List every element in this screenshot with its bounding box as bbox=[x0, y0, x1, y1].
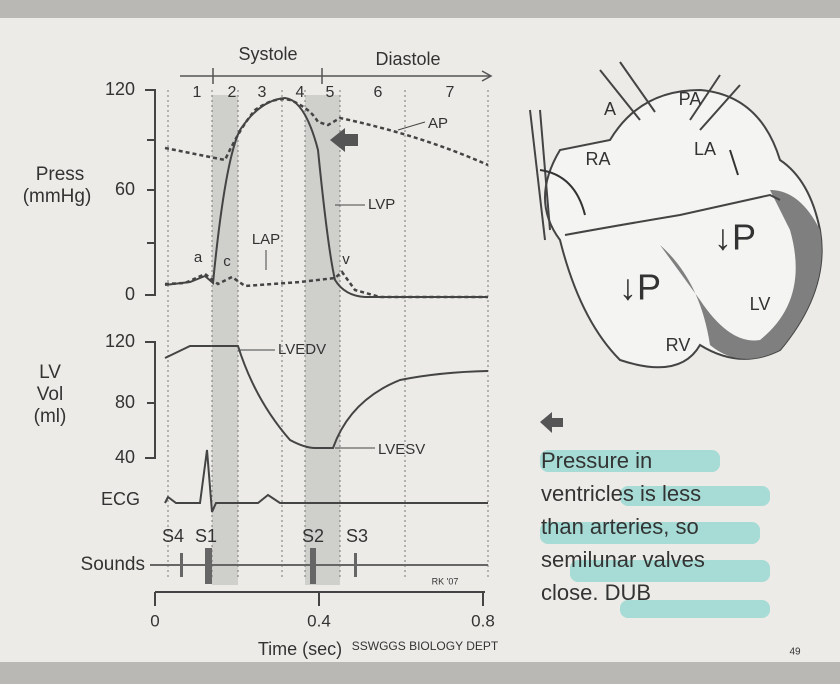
axis-label: LV bbox=[39, 362, 61, 383]
sound-label: S1 bbox=[195, 526, 217, 546]
footer: SSWGGS BIOLOGY DEPT bbox=[352, 639, 499, 653]
band bbox=[212, 95, 238, 585]
phase-lines bbox=[167, 90, 489, 580]
phase-number: 1 bbox=[193, 84, 202, 101]
page-number: 49 bbox=[789, 647, 801, 658]
tick-label: 120 bbox=[105, 331, 135, 351]
highlight bbox=[540, 450, 770, 618]
annotation: c bbox=[223, 253, 231, 270]
sound-label: S2 bbox=[302, 526, 324, 546]
annotation: v bbox=[342, 251, 350, 268]
annotation: LVEDV bbox=[278, 341, 326, 358]
heart-label: PA bbox=[679, 89, 702, 109]
phase-label: Systole bbox=[238, 44, 297, 64]
arrow bbox=[330, 128, 358, 152]
ecg-curve bbox=[164, 449, 488, 513]
annotation: a bbox=[194, 249, 203, 266]
phase-number: 7 bbox=[446, 84, 455, 101]
sound-label: S4 bbox=[162, 526, 184, 546]
heart-label: ↓P bbox=[714, 217, 756, 258]
caption-line: ventricles is less bbox=[541, 481, 701, 506]
caption-line: semilunar valves bbox=[541, 547, 705, 572]
heart-label: ↓P bbox=[619, 267, 661, 308]
axis-label: Press bbox=[36, 164, 85, 185]
row-label: ECG bbox=[101, 489, 140, 509]
heart-label: RV bbox=[666, 335, 691, 355]
tick-label: 0.8 bbox=[471, 611, 495, 630]
caption-line: close. DUB bbox=[541, 580, 651, 605]
tick-label: 80 bbox=[115, 392, 135, 412]
phase-number: 4 bbox=[296, 84, 305, 101]
axis-label: (ml) bbox=[34, 406, 67, 427]
phase-label: Diastole bbox=[375, 49, 440, 69]
axis-label: (mmHg) bbox=[23, 186, 92, 207]
tick-label: 60 bbox=[115, 179, 135, 199]
annotation: AP bbox=[428, 115, 448, 132]
caption-line: than arteries, so bbox=[541, 514, 699, 539]
heart-label: LA bbox=[694, 139, 716, 159]
sound-label: S3 bbox=[346, 526, 368, 546]
ap-curve bbox=[164, 97, 489, 167]
phase-number: 5 bbox=[326, 84, 335, 101]
phase-number: 6 bbox=[374, 84, 383, 101]
phase-number: 2 bbox=[228, 84, 237, 101]
row-label: Sounds bbox=[81, 554, 145, 575]
heart-label: LV bbox=[750, 294, 771, 314]
tick-label: 0.4 bbox=[307, 611, 331, 630]
sound-marks bbox=[180, 548, 357, 584]
lap-curve bbox=[164, 270, 488, 299]
tick-label: 40 bbox=[115, 447, 135, 467]
phase-number: 3 bbox=[258, 84, 267, 101]
annotation: LVP bbox=[368, 196, 395, 213]
tick-label: 0 bbox=[125, 284, 135, 304]
tick-label: 0 bbox=[150, 611, 159, 630]
credit: RK '07 bbox=[432, 576, 459, 586]
axis-label: Time (sec) bbox=[258, 639, 342, 659]
lvp-curve bbox=[164, 96, 488, 298]
caption-line: Pressure in bbox=[541, 448, 652, 473]
axis bbox=[145, 89, 485, 606]
heart-label: RA bbox=[585, 149, 610, 169]
arrow bbox=[540, 412, 563, 433]
leaders bbox=[240, 121, 426, 449]
annotation: LVESV bbox=[378, 441, 425, 458]
volume-curve bbox=[164, 345, 489, 449]
axis-label: Vol bbox=[37, 384, 63, 405]
tick-label: 120 bbox=[105, 79, 135, 99]
heart-label: A bbox=[604, 99, 616, 119]
phase-axis bbox=[180, 68, 493, 84]
annotation: LAP bbox=[252, 231, 280, 248]
heart bbox=[529, 61, 823, 369]
